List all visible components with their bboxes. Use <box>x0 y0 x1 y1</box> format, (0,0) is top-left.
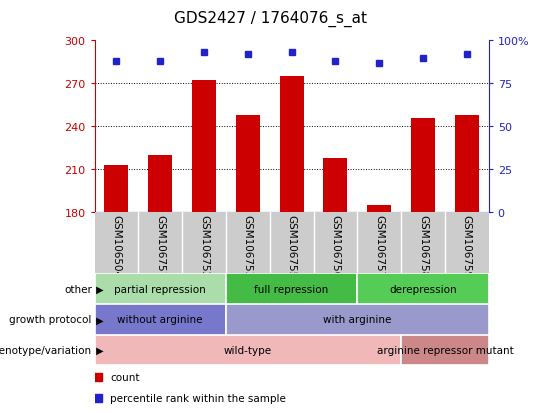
Bar <box>411 119 435 213</box>
Text: GSM106504: GSM106504 <box>111 214 122 278</box>
Text: arginine repressor mutant: arginine repressor mutant <box>376 345 514 355</box>
Text: full repression: full repression <box>254 284 329 294</box>
Bar <box>192 81 216 213</box>
Bar <box>455 116 479 213</box>
Text: growth protocol: growth protocol <box>9 315 92 325</box>
Text: count: count <box>110 372 140 382</box>
Text: partial repression: partial repression <box>114 284 206 294</box>
Text: GSM106757: GSM106757 <box>374 214 384 278</box>
Text: GSM106759: GSM106759 <box>462 214 472 278</box>
Text: percentile rank within the sample: percentile rank within the sample <box>110 393 286 403</box>
Bar <box>357 274 489 304</box>
Text: GSM106755: GSM106755 <box>287 214 296 278</box>
Text: ▶: ▶ <box>93 345 104 355</box>
Text: other: other <box>64 284 92 294</box>
Text: GSM106752: GSM106752 <box>199 214 209 278</box>
Bar <box>367 206 392 213</box>
Text: GSM106758: GSM106758 <box>418 214 428 278</box>
Text: GSM106753: GSM106753 <box>243 214 253 278</box>
Bar <box>148 156 172 213</box>
Bar <box>104 166 129 213</box>
Bar <box>94 274 226 304</box>
Bar <box>401 335 489 366</box>
Text: with arginine: with arginine <box>323 315 391 325</box>
Bar <box>226 304 489 335</box>
Bar <box>226 274 357 304</box>
Text: without arginine: without arginine <box>118 315 203 325</box>
Bar <box>323 159 347 213</box>
Bar <box>94 335 401 366</box>
Bar <box>94 304 226 335</box>
Text: genotype/variation: genotype/variation <box>0 345 92 355</box>
Text: derepression: derepression <box>389 284 457 294</box>
Text: GSM106751: GSM106751 <box>155 214 165 278</box>
Text: GSM106756: GSM106756 <box>330 214 340 278</box>
Bar <box>280 77 303 213</box>
Text: wild-type: wild-type <box>224 345 272 355</box>
Text: ▶: ▶ <box>93 315 104 325</box>
Text: ▶: ▶ <box>93 284 104 294</box>
Bar <box>236 116 260 213</box>
Text: GDS2427 / 1764076_s_at: GDS2427 / 1764076_s_at <box>173 10 367 26</box>
